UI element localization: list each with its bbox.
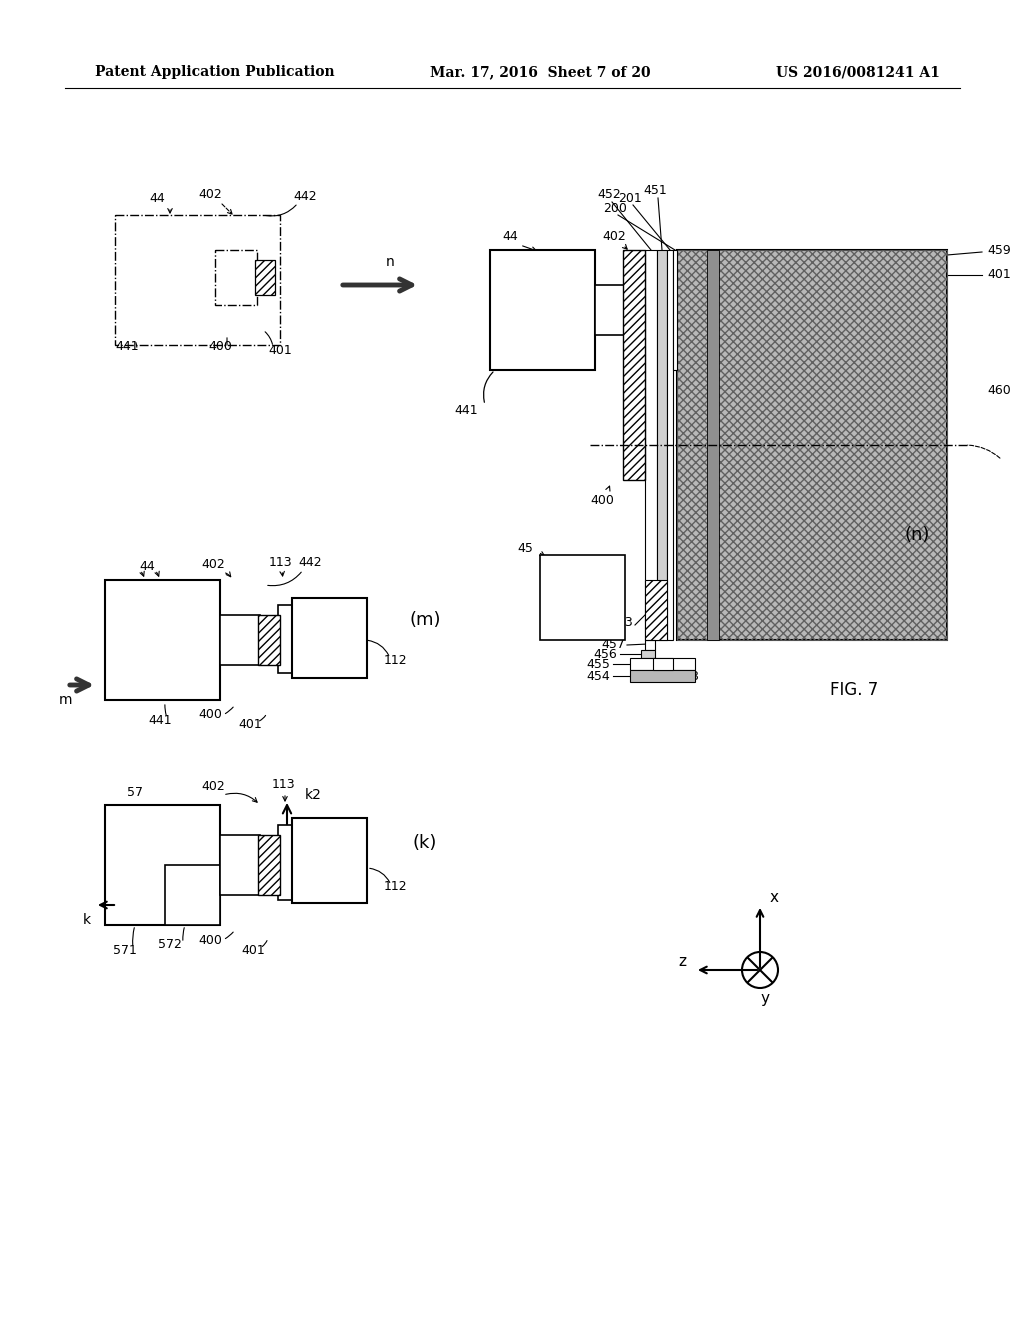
Polygon shape [641, 649, 655, 657]
Polygon shape [673, 249, 677, 370]
Text: k: k [83, 913, 91, 927]
Polygon shape [165, 865, 220, 925]
Polygon shape [623, 249, 645, 480]
Polygon shape [220, 836, 260, 895]
Polygon shape [630, 657, 695, 671]
Text: z: z [678, 954, 686, 969]
Text: 402: 402 [201, 558, 225, 572]
Text: m: m [58, 693, 72, 708]
Text: 453: 453 [609, 615, 633, 628]
Text: 459: 459 [987, 243, 1011, 256]
Text: 455: 455 [586, 657, 610, 671]
Polygon shape [292, 818, 367, 903]
Polygon shape [677, 249, 947, 640]
Text: 57: 57 [127, 785, 143, 799]
Text: 571: 571 [113, 944, 137, 957]
Text: 456: 456 [593, 648, 617, 660]
Text: 442: 442 [298, 556, 322, 569]
Text: 113: 113 [268, 556, 292, 569]
Polygon shape [540, 554, 625, 640]
Text: 201: 201 [618, 191, 642, 205]
Polygon shape [278, 825, 294, 900]
Polygon shape [105, 579, 220, 700]
Text: 400: 400 [198, 933, 222, 946]
Polygon shape [115, 215, 280, 345]
Text: 44: 44 [150, 193, 165, 206]
Text: 441: 441 [115, 341, 139, 354]
Text: 400: 400 [208, 341, 232, 354]
Text: 401: 401 [241, 944, 265, 957]
Polygon shape [258, 615, 280, 665]
Text: 457: 457 [601, 639, 625, 652]
Polygon shape [278, 605, 294, 673]
Text: 112: 112 [383, 880, 407, 894]
Text: 441: 441 [148, 714, 172, 726]
Polygon shape [630, 671, 695, 682]
Text: FIG. 7: FIG. 7 [830, 681, 879, 700]
Text: 451: 451 [643, 185, 667, 198]
Polygon shape [220, 615, 260, 665]
Polygon shape [657, 249, 667, 640]
Polygon shape [255, 260, 275, 294]
Text: 441: 441 [455, 404, 478, 417]
Text: 402: 402 [201, 780, 225, 793]
Text: 400: 400 [590, 494, 614, 507]
Polygon shape [105, 805, 220, 925]
Text: 454: 454 [587, 669, 610, 682]
Polygon shape [215, 249, 257, 305]
Text: 572: 572 [158, 939, 182, 952]
Text: (m): (m) [410, 611, 440, 630]
Text: 401: 401 [268, 343, 292, 356]
Text: 44: 44 [139, 561, 155, 573]
Polygon shape [258, 836, 280, 895]
Polygon shape [653, 657, 673, 671]
Text: 401: 401 [987, 268, 1011, 281]
Text: 113: 113 [271, 779, 295, 792]
Text: (n): (n) [904, 525, 930, 544]
Text: 44: 44 [502, 231, 518, 243]
Text: 45: 45 [517, 541, 532, 554]
Polygon shape [707, 249, 719, 640]
Text: US 2016/0081241 A1: US 2016/0081241 A1 [776, 65, 940, 79]
Text: 200: 200 [603, 202, 627, 214]
Text: n: n [386, 255, 394, 269]
Polygon shape [490, 249, 595, 370]
Text: 401: 401 [239, 718, 262, 731]
Polygon shape [645, 640, 655, 649]
Text: 402: 402 [602, 231, 626, 243]
Polygon shape [667, 249, 673, 640]
Text: Patent Application Publication: Patent Application Publication [95, 65, 335, 79]
Text: y: y [761, 990, 769, 1006]
Text: 460: 460 [987, 384, 1011, 396]
Text: 402: 402 [198, 187, 222, 201]
Polygon shape [645, 249, 657, 640]
Text: (k): (k) [413, 834, 437, 851]
Text: Mar. 17, 2016  Sheet 7 of 20: Mar. 17, 2016 Sheet 7 of 20 [430, 65, 650, 79]
Text: 112: 112 [383, 653, 407, 667]
Text: 400: 400 [198, 709, 222, 722]
Polygon shape [292, 598, 367, 678]
Text: 442: 442 [293, 190, 316, 203]
Polygon shape [645, 579, 667, 640]
Polygon shape [595, 285, 625, 335]
Text: x: x [769, 891, 778, 906]
Text: k2: k2 [305, 788, 322, 803]
Text: 458: 458 [675, 669, 698, 682]
Text: 452: 452 [597, 189, 621, 202]
